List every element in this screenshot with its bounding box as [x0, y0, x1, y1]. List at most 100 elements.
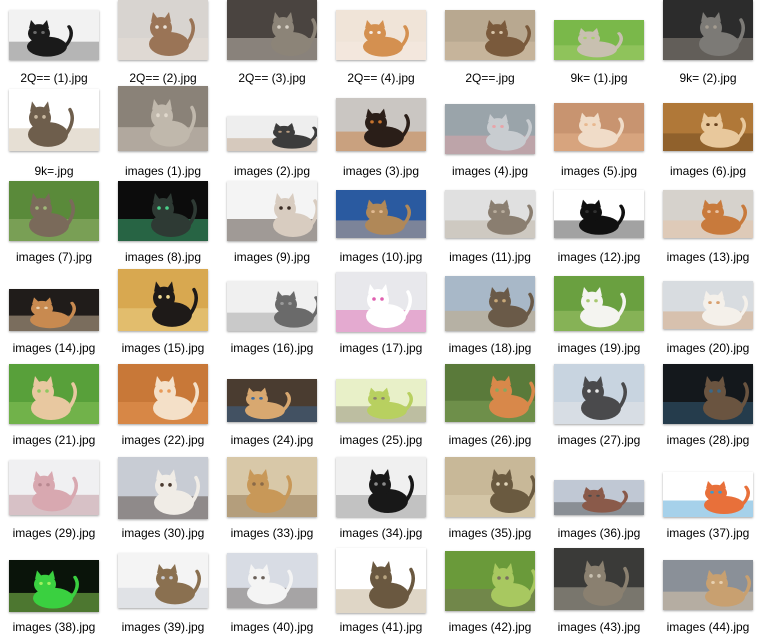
fluffy-black-cat-thumbnail[interactable]	[118, 269, 208, 331]
file-name-label[interactable]: images (6).jpg	[669, 164, 747, 178]
cream-kitten-thumbnail[interactable]	[554, 103, 644, 151]
glowing-green-cat-thumbnail[interactable]	[9, 560, 99, 612]
file-name-label[interactable]: images (38).jpg	[12, 620, 96, 634]
file-item[interactable]: images (13).jpg	[663, 178, 763, 270]
file-name-label[interactable]: images (16).jpg	[230, 341, 314, 355]
file-item[interactable]: images (4).jpg	[445, 86, 553, 178]
file-name-label[interactable]: images (22).jpg	[121, 433, 205, 447]
file-name-label[interactable]: images (27).jpg	[557, 433, 641, 447]
file-item[interactable]: 9k= (2).jpg	[663, 0, 763, 92]
cats-eating-thumbnail[interactable]	[227, 379, 317, 422]
file-name-label[interactable]: images (13).jpg	[666, 250, 750, 264]
file-name-label[interactable]: images (18).jpg	[448, 341, 532, 355]
bengal-maine-coon-thumbnail[interactable]	[118, 553, 208, 608]
file-item[interactable]: images (37).jpg	[663, 455, 763, 547]
file-name-label[interactable]: images (2).jpg	[233, 164, 311, 178]
white-cat-unicorn-thumbnail[interactable]	[336, 272, 426, 332]
file-name-label[interactable]: 2Q== (2).jpg	[129, 71, 197, 85]
white-cat-toy-thumbnail[interactable]	[663, 281, 753, 329]
tabby-cat-walking-thumbnail[interactable]	[336, 548, 426, 613]
file-name-label[interactable]: images (25).jpg	[339, 433, 423, 447]
file-name-label[interactable]: images (7).jpg	[15, 250, 93, 264]
tabby-cat-bokeh-thumbnail[interactable]	[663, 364, 753, 424]
file-item[interactable]: 9k= (1).jpg	[554, 0, 662, 92]
file-name-label[interactable]: images (39).jpg	[121, 620, 205, 634]
file-item[interactable]: images (24).jpg	[227, 362, 335, 454]
file-name-label[interactable]: images (5).jpg	[560, 164, 638, 178]
file-item[interactable]: images (41).jpg	[336, 548, 444, 637]
siamese-cat-thumbnail[interactable]	[227, 181, 317, 241]
tabby-cat-resting-thumbnail[interactable]	[445, 457, 535, 517]
file-item[interactable]: images (36).jpg	[554, 455, 662, 547]
file-item[interactable]: images (6).jpg	[663, 86, 763, 178]
file-name-label[interactable]: images (41).jpg	[339, 620, 423, 634]
file-name-label[interactable]: images (34).jpg	[339, 526, 423, 540]
file-name-label[interactable]: images (17).jpg	[339, 341, 423, 355]
kitten-grass-thumbnail[interactable]	[9, 181, 99, 241]
file-item[interactable]: 2Q==.jpg	[445, 0, 553, 92]
kitten-green-blanket-thumbnail[interactable]	[336, 379, 426, 422]
siamese-kitten-bed-thumbnail[interactable]	[118, 457, 208, 519]
file-item[interactable]: images (10).jpg	[336, 178, 444, 270]
kittens-playing-thumbnail[interactable]	[9, 289, 99, 331]
cat-on-road-thumbnail[interactable]	[554, 480, 644, 515]
file-item[interactable]: images (5).jpg	[554, 86, 662, 178]
file-item[interactable]: images (26).jpg	[445, 362, 553, 454]
kitten-in-hands-thumbnail[interactable]	[336, 190, 426, 238]
kittens-row-thumbnail[interactable]	[227, 116, 317, 151]
sphynx-cat-thumbnail[interactable]	[9, 460, 99, 515]
file-item[interactable]: images (42).jpg	[445, 548, 553, 637]
file-name-label[interactable]: images (8).jpg	[124, 250, 202, 264]
file-item[interactable]: 2Q== (2).jpg	[118, 0, 226, 92]
file-item[interactable]: images (34).jpg	[336, 455, 444, 547]
kitten-meadow-thumbnail[interactable]	[445, 551, 535, 611]
file-name-label[interactable]: images (11).jpg	[449, 250, 531, 264]
file-item[interactable]: images (40).jpg	[227, 548, 335, 637]
file-item[interactable]: images (43).jpg	[554, 548, 662, 637]
kitten-bowl-thumbnail[interactable]	[227, 553, 317, 608]
file-name-label[interactable]: images (10).jpg	[339, 250, 423, 264]
file-item[interactable]: images (21).jpg	[9, 362, 117, 454]
file-item[interactable]: 9k=.jpg	[9, 86, 117, 178]
file-item[interactable]: images (1).jpg	[118, 86, 226, 178]
file-item[interactable]: images (18).jpg	[445, 269, 553, 361]
file-name-label[interactable]: images (20).jpg	[666, 341, 750, 355]
orange-cat-field-thumbnail[interactable]	[445, 364, 535, 422]
file-name-label[interactable]: images (24).jpg	[230, 433, 314, 447]
file-item[interactable]: 2Q== (3).jpg	[227, 0, 335, 92]
file-item[interactable]: images (15).jpg	[118, 269, 226, 361]
white-cat-garden-thumbnail[interactable]	[554, 276, 644, 331]
file-name-label[interactable]: images (15).jpg	[121, 341, 205, 355]
cats-lying-thumbnail[interactable]	[445, 10, 535, 60]
file-item[interactable]: images (8).jpg	[118, 178, 226, 270]
tabby-cat-face-thumbnail[interactable]	[554, 548, 644, 610]
file-name-label[interactable]: 9k=.jpg	[34, 164, 74, 178]
dark-cat-green-eyes-thumbnail[interactable]	[118, 181, 208, 241]
orange-cat-hand-thumbnail[interactable]	[663, 190, 753, 238]
file-item[interactable]: 2Q== (1).jpg	[9, 0, 117, 92]
file-name-label[interactable]: 2Q== (4).jpg	[347, 71, 415, 85]
tabby-cat-standing-thumbnail[interactable]	[9, 89, 99, 151]
orange-kitten-thumbnail[interactable]	[336, 10, 426, 60]
file-item[interactable]: images (19).jpg	[554, 269, 662, 361]
file-name-label[interactable]: images (44).jpg	[666, 620, 750, 634]
file-item[interactable]: images (12).jpg	[554, 178, 662, 270]
file-name-label[interactable]: 9k= (1).jpg	[570, 71, 628, 85]
file-name-label[interactable]: images (35).jpg	[448, 526, 532, 540]
file-item[interactable]: images (29).jpg	[9, 455, 117, 547]
file-item[interactable]: images (25).jpg	[336, 362, 444, 454]
file-item[interactable]: images (38).jpg	[9, 548, 117, 637]
file-item[interactable]: images (2).jpg	[227, 86, 335, 178]
file-item[interactable]: images (16).jpg	[227, 269, 335, 361]
file-item[interactable]: images (35).jpg	[445, 455, 553, 547]
file-item[interactable]: images (3).jpg	[336, 86, 444, 178]
file-item[interactable]: images (20).jpg	[663, 269, 763, 361]
file-name-label[interactable]: images (12).jpg	[557, 250, 641, 264]
black-cat-lying-thumbnail[interactable]	[554, 190, 644, 238]
surprised-cat-thumbnail[interactable]	[663, 560, 753, 610]
file-item[interactable]: images (44).jpg	[663, 548, 763, 637]
black-cat-thumbnail[interactable]	[9, 10, 99, 60]
file-item[interactable]: images (14).jpg	[9, 269, 117, 361]
file-name-label[interactable]: images (40).jpg	[230, 620, 314, 634]
file-item[interactable]: 2Q== (4).jpg	[336, 0, 444, 92]
